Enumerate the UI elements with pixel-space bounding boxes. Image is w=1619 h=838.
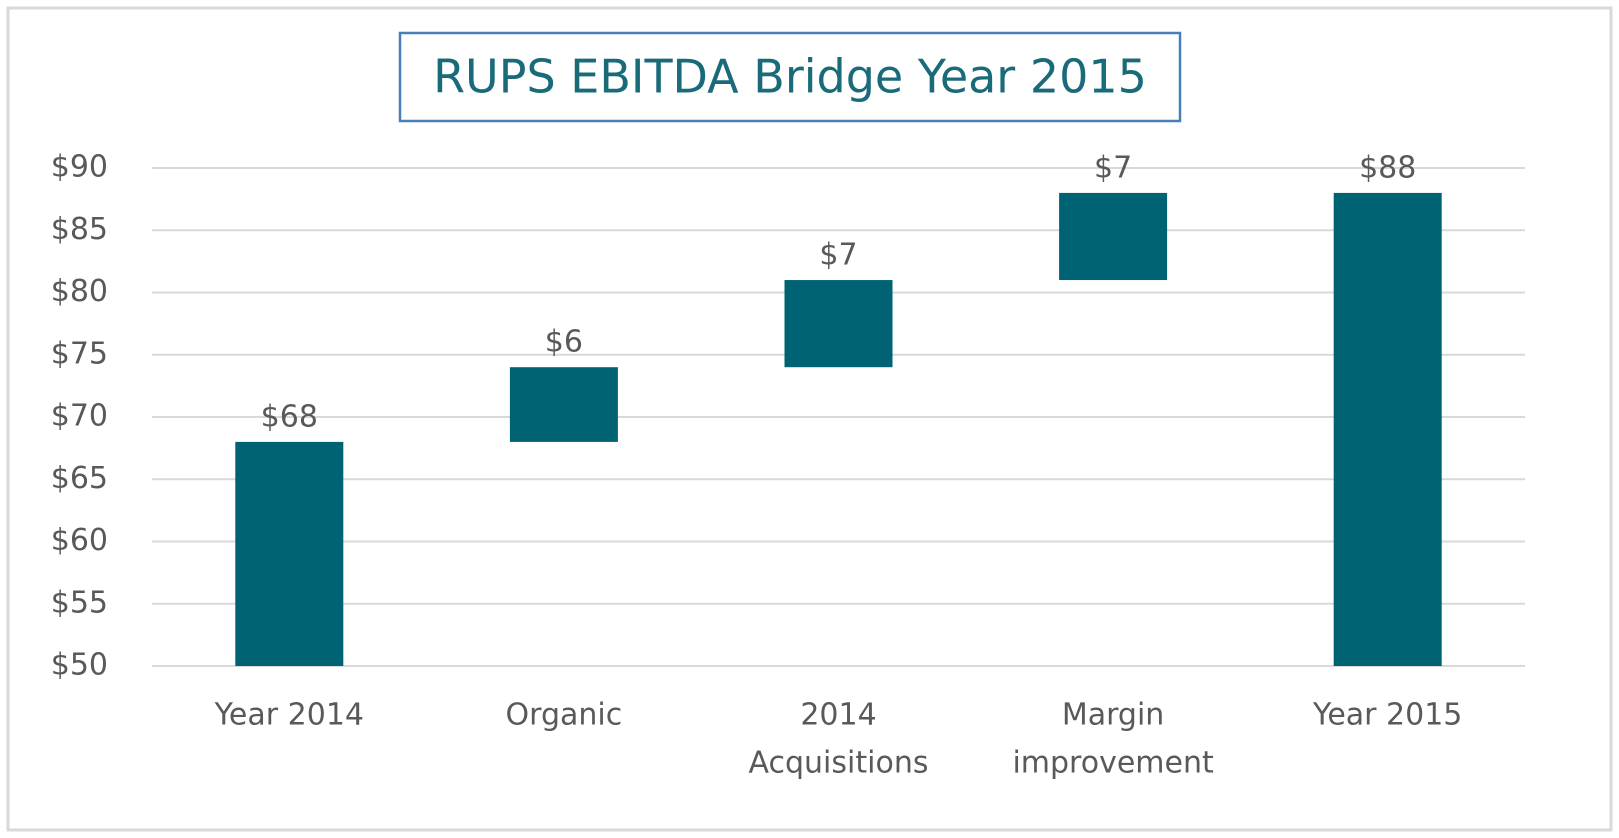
value-label: $7	[819, 238, 857, 273]
value-label: $88	[1359, 150, 1416, 185]
bar	[784, 280, 893, 368]
y-tick-label: $60	[51, 523, 108, 558]
title-box	[398, 31, 1182, 123]
value-label: $7	[1094, 150, 1132, 185]
x-tick-label: Year 2014	[214, 698, 364, 733]
value-label: $68	[261, 399, 318, 434]
y-tick-label: $85	[51, 212, 108, 247]
x-tick-label: improvement	[1012, 746, 1214, 781]
y-tick-label: $75	[51, 336, 108, 371]
chart-title: RUPS EBITDA Bridge Year 2015	[433, 50, 1147, 104]
x-tick-label: 2014	[800, 698, 876, 733]
y-tick-label: $50	[51, 648, 108, 683]
x-tick-label: Acquisitions	[749, 746, 929, 781]
x-tick-label: Organic	[506, 698, 623, 733]
x-tick-label: Year 2015	[1312, 698, 1462, 733]
bar	[1059, 192, 1168, 281]
y-tick-label: $90	[51, 150, 108, 185]
y-tick-label: $55	[51, 585, 108, 620]
y-tick-label: $80	[51, 274, 108, 309]
bar	[235, 441, 344, 666]
y-tick-label: $70	[51, 399, 108, 434]
y-tick-label: $65	[51, 461, 108, 496]
bar	[1333, 192, 1442, 666]
value-label: $6	[545, 325, 583, 360]
bar	[509, 367, 618, 442]
x-tick-label: Margin	[1062, 698, 1164, 733]
